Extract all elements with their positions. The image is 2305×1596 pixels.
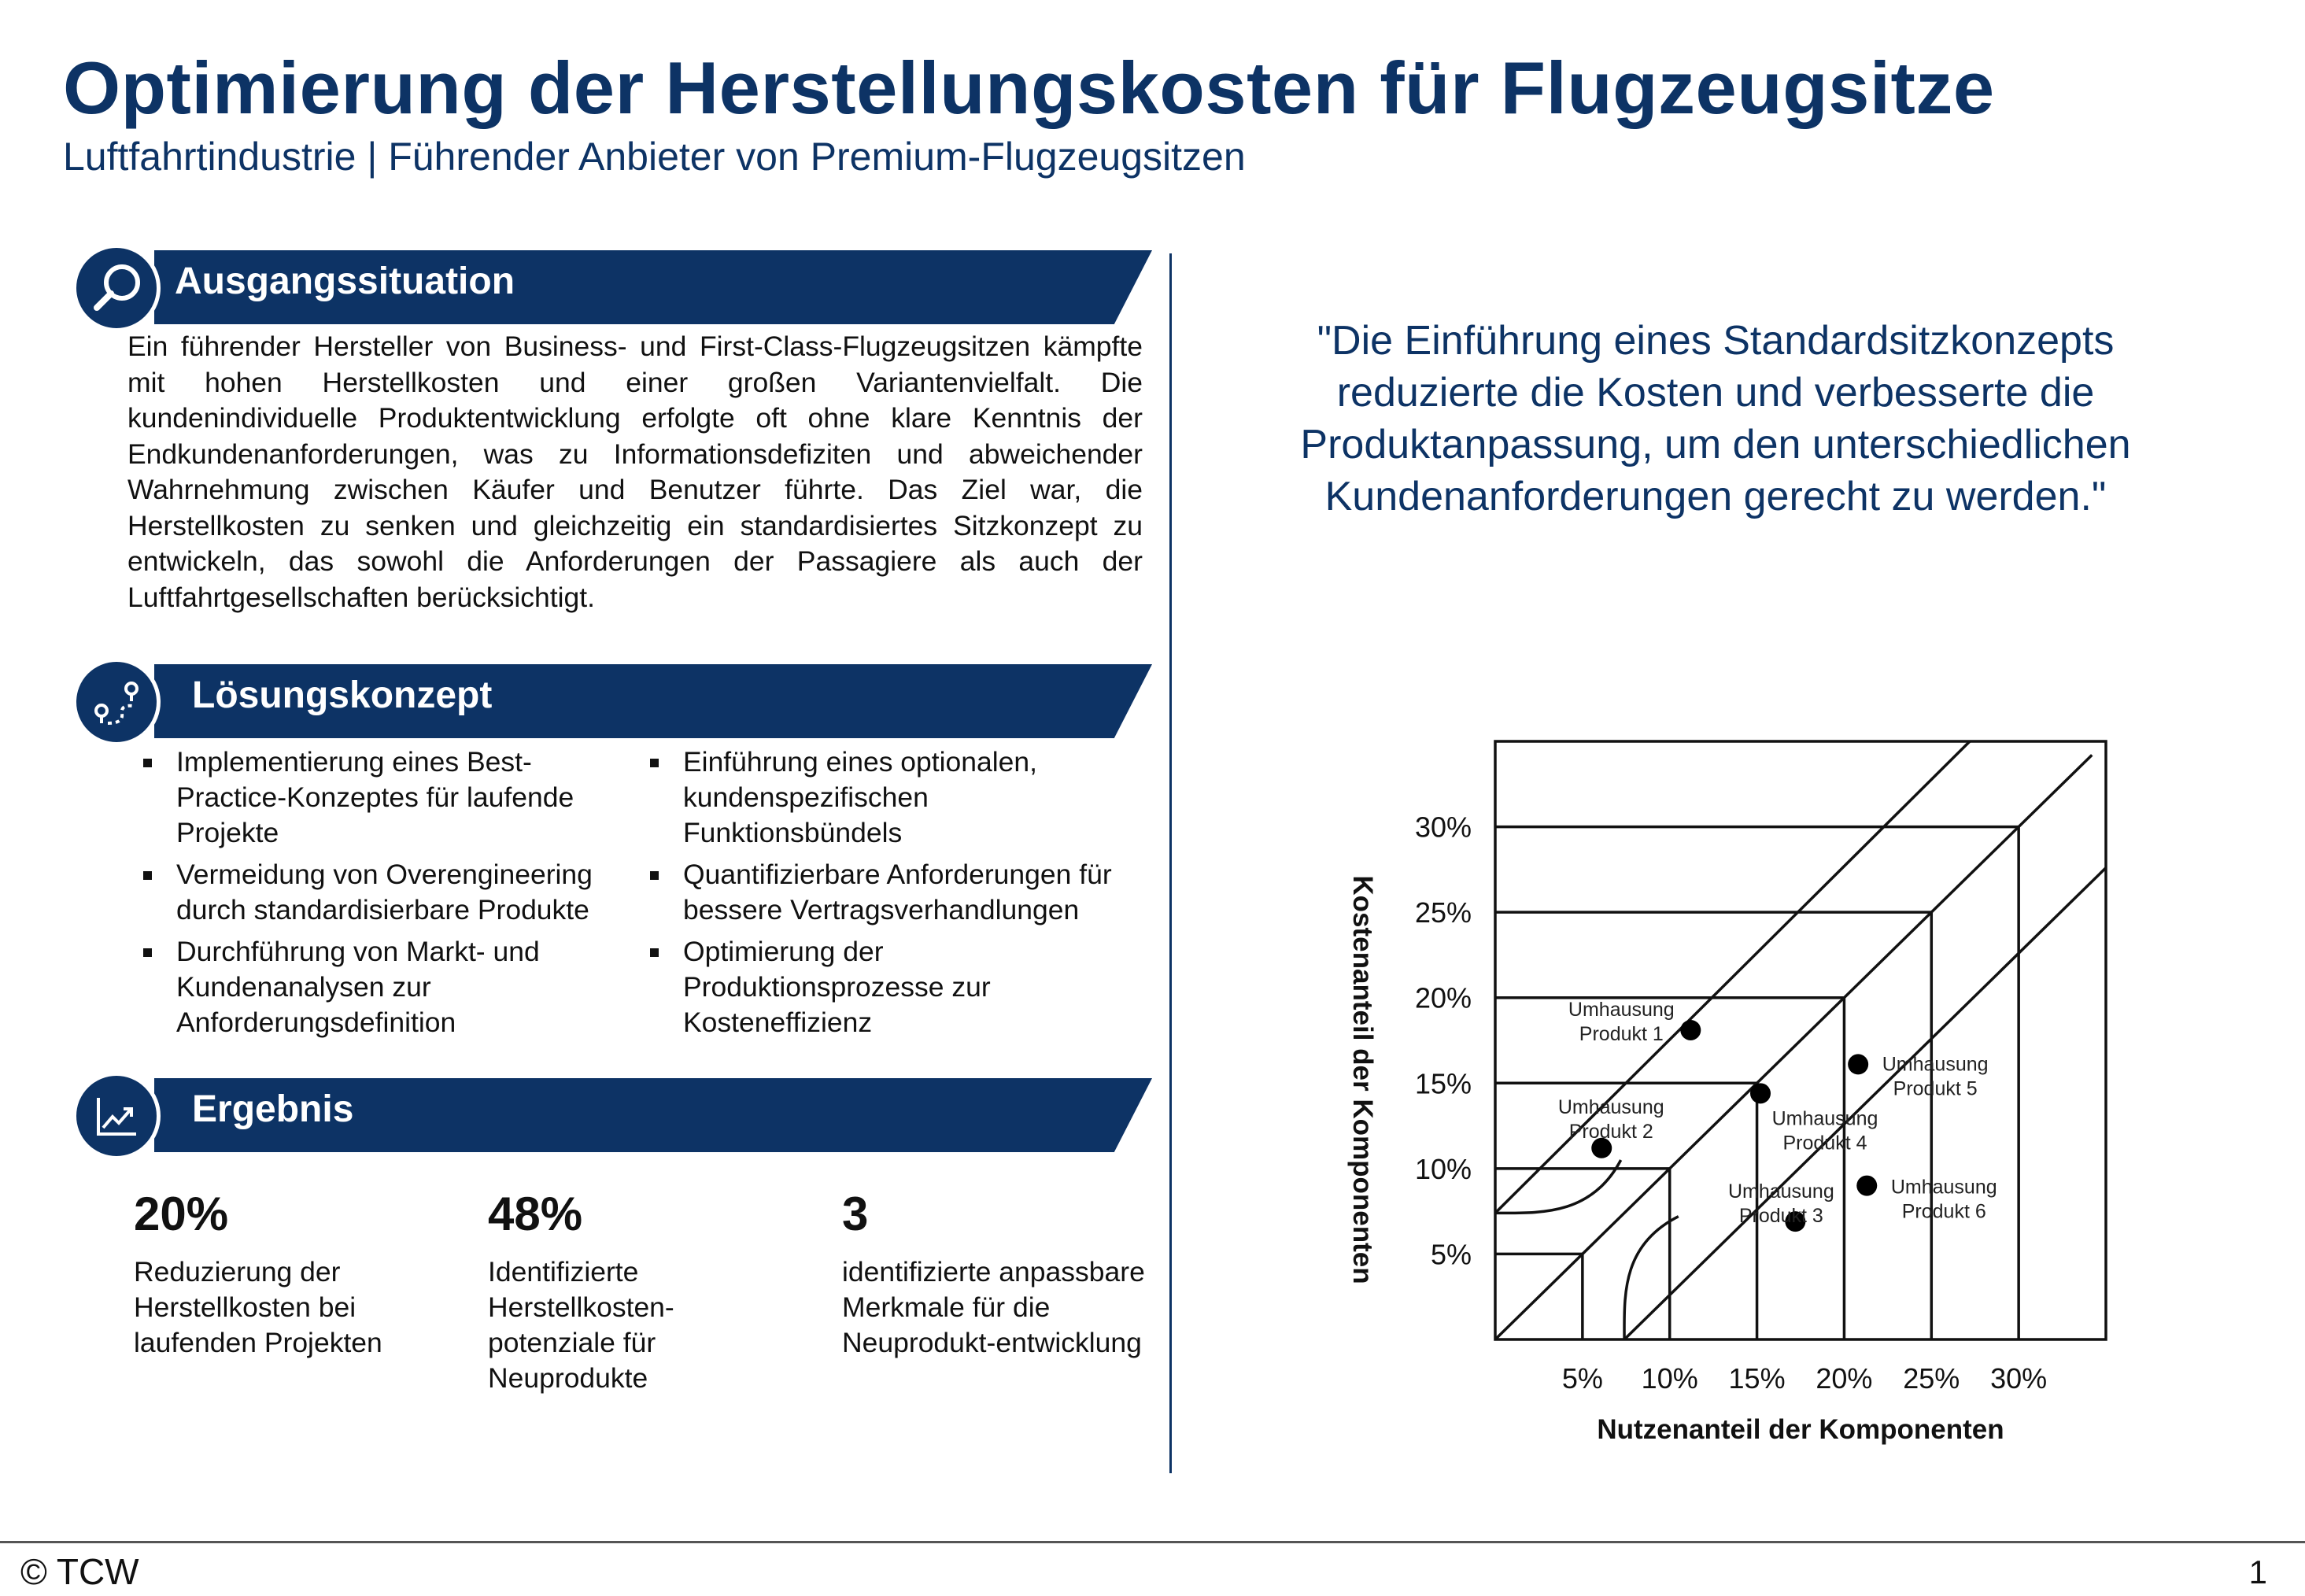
- data-point-label: Umhausung: [1891, 1177, 1997, 1199]
- data-point: [1680, 1019, 1701, 1040]
- data-point: [1856, 1175, 1878, 1196]
- data-point-label: Umhausung: [1772, 1107, 1878, 1129]
- list-item: Durchführung von Markt- und Kundenanalys…: [135, 934, 615, 1040]
- page-subtitle: Luftfahrtindustrie | Führender Anbieter …: [63, 135, 1246, 179]
- data-point-label: Produkt 4: [1782, 1132, 1867, 1154]
- metric-value: 20%: [134, 1188, 229, 1240]
- x-tick-label: 10%: [1642, 1362, 1698, 1395]
- copyright: © TCW: [20, 1551, 139, 1592]
- data-point-label: Produkt 1: [1579, 1023, 1664, 1045]
- diagonal-line: [1494, 740, 1971, 1214]
- corridor-curve: [1494, 1159, 1623, 1215]
- data-point-label: Umhausung: [1558, 1096, 1664, 1118]
- section-header-bar: [154, 664, 1152, 738]
- section-title-situation: Ausgangssituation: [175, 260, 515, 302]
- x-tick-label: 30%: [1990, 1362, 2047, 1395]
- situation-text: Ein führender Hersteller von Business- u…: [127, 331, 1143, 613]
- metric-cost-potential: 48% Identifizierte Herstellkosten-potenz…: [488, 1187, 716, 1396]
- section-header-bar: [154, 250, 1152, 324]
- section-title-result: Ergebnis: [192, 1088, 354, 1130]
- y-tick-label: 10%: [1415, 1153, 1472, 1185]
- route-icon: [72, 658, 161, 746]
- data-point: [1591, 1137, 1612, 1158]
- client-quote: "Die Einführung eines Standardsitzkonzep…: [1300, 318, 2131, 519]
- diagonal-line: [1494, 754, 2093, 1341]
- metric-value: 48%: [488, 1188, 583, 1240]
- y-tick-label: 15%: [1415, 1067, 1472, 1099]
- diagonal-line: [1623, 866, 2107, 1341]
- section-header-situation: Ausgangssituation: [72, 236, 1152, 334]
- data-point-label: Produkt 3: [1739, 1205, 1823, 1227]
- data-point: [1750, 1083, 1771, 1104]
- vertical-divider: [1169, 253, 1172, 1473]
- data-point-label: Produkt 2: [1569, 1121, 1653, 1143]
- data-point-label: Umhausung: [1568, 999, 1675, 1021]
- y-tick-label: 5%: [1431, 1238, 1472, 1270]
- page-number: 1: [2248, 1554, 2267, 1590]
- section-header-bar: [154, 1078, 1152, 1152]
- metric-label: Reduzierung der Herstellkosten bei laufe…: [134, 1256, 382, 1358]
- metric-cost-reduction: 20% Reduzierung der Herstellkosten bei l…: [134, 1187, 449, 1361]
- section-title-solution: Lösungskonzept: [192, 674, 493, 716]
- magnifier-icon: [72, 244, 161, 332]
- y-tick-label: 20%: [1415, 982, 1472, 1014]
- data-point-label: Umhausung: [1728, 1180, 1834, 1203]
- list-item: Einführung eines optionalen, kundenspezi…: [642, 744, 1146, 851]
- cost-benefit-chart: 5% 10% 15% 20% 25% 30% 5% 10% 15% 20% 25% 30% Nutzen…: [1347, 740, 2107, 1445]
- section-header-result: Ergebnis: [72, 1064, 1152, 1162]
- list-item: Optimierung der Produktionsprozesse zur …: [642, 934, 1146, 1040]
- data-point: [1848, 1054, 1869, 1075]
- y-axis-label: Kostenanteil der Komponenten: [1347, 875, 1378, 1284]
- x-tick-label: 20%: [1816, 1362, 1872, 1395]
- list-item: Vermeidung von Overengineering durch sta…: [135, 857, 615, 928]
- y-tick-label: 25%: [1415, 896, 1472, 929]
- metric-label: identifizierte anpassbare Merkmale für d…: [842, 1256, 1145, 1358]
- metric-value: 3: [842, 1188, 869, 1240]
- chart-trend-icon: [72, 1072, 161, 1160]
- corridor-curve: [1623, 1215, 1679, 1340]
- solution-list-left: Implementierung eines Best-Practice-Konz…: [135, 744, 615, 1047]
- x-axis-label: Nutzenanteil der Komponenten: [1597, 1414, 2004, 1445]
- footer-divider: [0, 1541, 2305, 1543]
- data-point-label: Produkt 6: [1902, 1201, 1986, 1223]
- data-point-label: Umhausung: [1882, 1053, 1989, 1075]
- section-header-solution: Lösungskonzept: [72, 650, 1152, 748]
- list-item: Implementierung eines Best-Practice-Konz…: [135, 744, 615, 851]
- plot-frame: [1494, 740, 2107, 1341]
- x-tick-label: 5%: [1562, 1362, 1603, 1395]
- x-tick-label: 25%: [1903, 1362, 1960, 1395]
- x-tick-label: 15%: [1729, 1362, 1786, 1395]
- page-title: Optimierung der Herstellungskosten für F…: [63, 46, 1995, 129]
- data-point-label: Produkt 5: [1893, 1077, 1978, 1099]
- metric-label: Identifizierte Herstellkosten-potenziale…: [488, 1256, 674, 1394]
- y-tick-label: 30%: [1415, 811, 1472, 844]
- solution-list-right: Einführung eines optionalen, kundenspezi…: [642, 744, 1146, 1047]
- data-point: [1785, 1211, 1806, 1232]
- metric-features: 3 identifizierte anpassbare Merkmale für…: [842, 1187, 1157, 1361]
- list-item: Quantifizierbare Anforderungen für besse…: [642, 857, 1146, 928]
